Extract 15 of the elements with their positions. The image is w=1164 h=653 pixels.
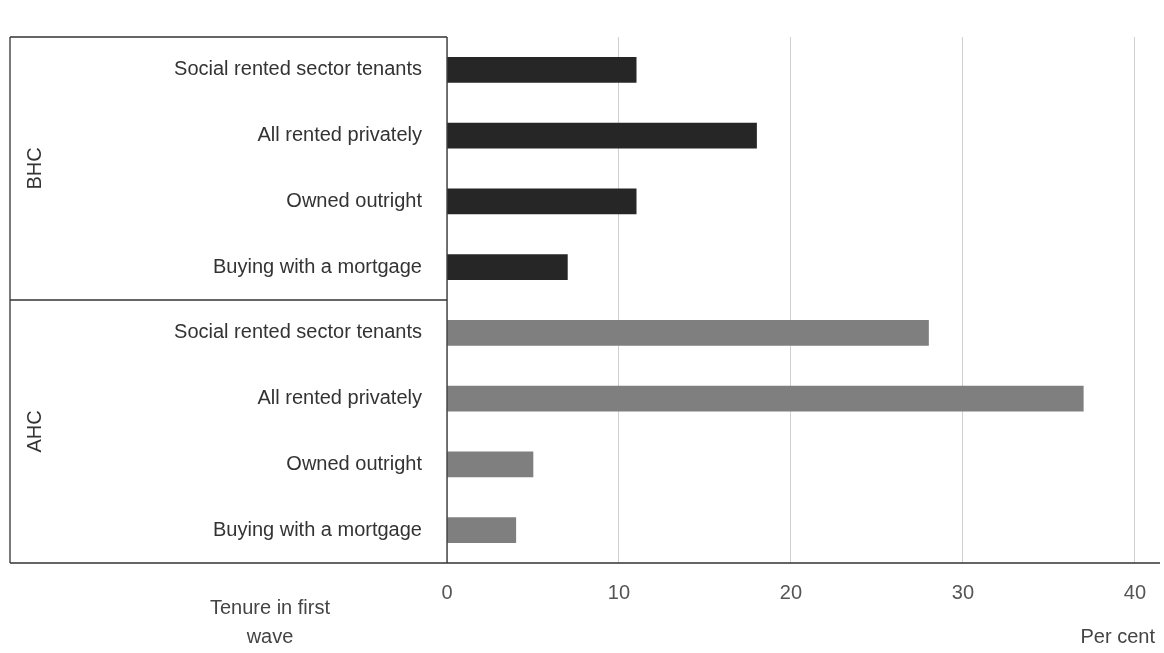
bar [447,451,534,478]
x-tick-label: 10 [607,580,631,603]
bar [447,122,757,149]
y-axis-title: Tenure in first wave [209,595,331,647]
bar [447,57,637,83]
x-tick-label: 0 [441,580,453,603]
bar [447,320,929,346]
x-tick-label: 20 [779,580,803,603]
bar [447,385,1084,412]
x-tick-label: 40 [1123,580,1146,603]
x-tick-label: 30 [951,580,975,603]
bar [447,254,568,280]
x-axis-title: Per cent [1080,624,1156,647]
bar [447,188,637,215]
bar [447,517,517,543]
